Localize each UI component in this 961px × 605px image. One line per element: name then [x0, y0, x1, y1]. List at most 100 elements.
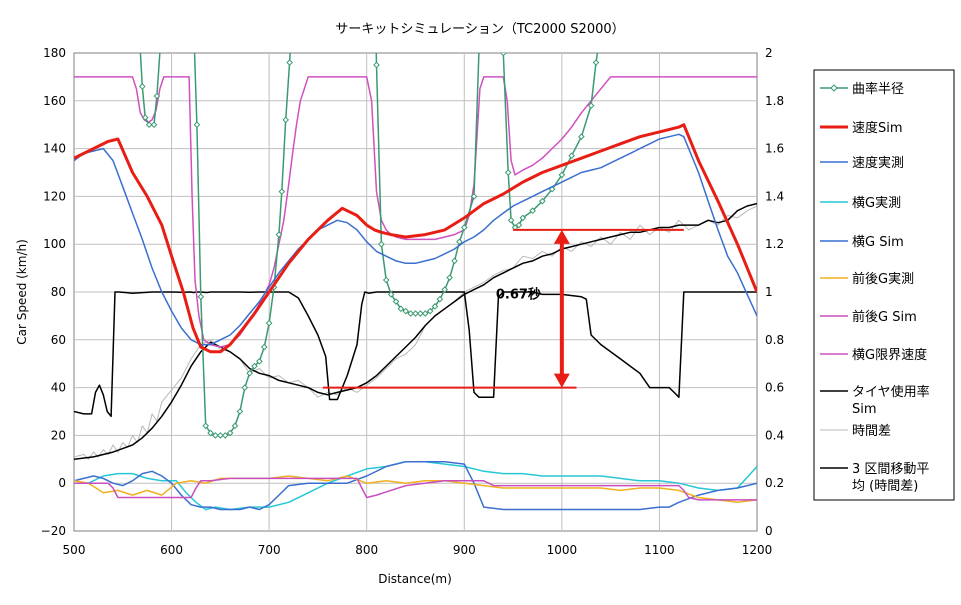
legend-label-5: 前後G実測 [852, 271, 914, 287]
legend-label-line: 均 (時間差) [852, 479, 918, 494]
x-axis-label: Distance(m) [378, 572, 452, 586]
x-tick-label: 600 [160, 543, 183, 557]
series-marker [217, 432, 224, 439]
y2-tick-label: 1 [765, 285, 773, 299]
series-marker [587, 102, 595, 109]
series-marker [529, 207, 536, 215]
series-marker [231, 422, 239, 430]
series-marker [470, 193, 478, 200]
series-marker [141, 114, 149, 121]
series-marker [275, 231, 283, 238]
series-line-6 [74, 477, 757, 501]
legend-label-8: タイヤ使用率 Sim [852, 384, 930, 417]
series-line-2 [74, 133, 757, 346]
series-line-8 [74, 291, 757, 418]
y-tick-label: 180 [43, 46, 66, 60]
series-marker [431, 303, 439, 310]
series-marker [504, 169, 512, 176]
y-tick-label: 0 [58, 476, 66, 490]
x-tick-label: 700 [258, 543, 281, 557]
y-tick-label: 40 [51, 381, 66, 395]
series-marker [397, 305, 405, 313]
series-marker [460, 224, 468, 231]
series-marker [456, 238, 463, 246]
y-tick-label: 80 [51, 285, 66, 299]
series-marker [592, 59, 600, 66]
legend-label-line: 3 区間移動平 [852, 462, 929, 477]
series-marker [507, 216, 515, 224]
axes-group: 500 600 700 800 900 1000 1100 1200−200204060801… [41, 46, 784, 557]
y2-tick-label: 1.2 [765, 237, 784, 251]
chart-title: サーキットシミュレーション（TC2000 S2000） [335, 22, 624, 37]
y2-tick-label: 1.8 [765, 94, 784, 108]
series-marker [441, 286, 449, 293]
series-marker [417, 310, 424, 317]
series-marker [558, 171, 566, 179]
series-marker [246, 369, 253, 377]
y2-tick-label: 0 [765, 524, 773, 538]
series-marker [260, 343, 268, 351]
series-marker [426, 307, 434, 315]
x-tick-label: 1000 [547, 543, 578, 557]
series-marker [578, 133, 585, 140]
y-tick-label: 100 [43, 237, 66, 251]
legend-marker [830, 84, 838, 92]
series-marker [286, 59, 293, 66]
series-marker [421, 310, 429, 317]
x-tick-label: 1200 [742, 543, 773, 557]
legend-label-line: タイヤ使用率 [852, 384, 930, 400]
series-marker [436, 295, 444, 303]
series-marker [568, 152, 575, 160]
series-marker [446, 274, 453, 281]
legend-label-10: 3 区間移動平均 (時間差) [852, 462, 929, 494]
y2-tick-label: 1.4 [765, 189, 784, 203]
series-marker [145, 121, 153, 129]
series-marker [378, 240, 385, 248]
annotation-arrow-head-down [553, 373, 570, 388]
y2-tick-label: 2 [765, 46, 773, 60]
series-marker [251, 362, 258, 370]
series-marker [138, 83, 146, 90]
annotation-arrow-head-up [553, 229, 570, 244]
x-tick-label: 900 [453, 543, 476, 557]
series-marker [373, 61, 380, 69]
y-axis-label: Car Speed (km/h) [15, 239, 29, 345]
series-marker [256, 358, 263, 365]
series-marker [236, 408, 244, 415]
series-line-9 [74, 205, 757, 460]
series-marker [221, 432, 229, 439]
legend-label-4: 横G Sim [852, 235, 904, 250]
legend-label-2: 速度実測 [852, 155, 904, 171]
legend-label-line: Sim [852, 402, 877, 417]
x-tick-label: 500 [63, 543, 86, 557]
y-tick-label: 140 [43, 142, 66, 156]
y-tick-label: 20 [51, 428, 66, 442]
series-marker [387, 291, 395, 298]
series-marker [515, 221, 523, 229]
series-marker [265, 319, 273, 327]
series-marker [519, 214, 527, 222]
series-marker [392, 298, 400, 305]
series-marker [500, 53, 507, 57]
y-tick-label: −20 [41, 524, 66, 538]
series-marker [202, 422, 210, 430]
series-line-5 [74, 475, 757, 504]
series-marker [241, 384, 249, 391]
series-marker [193, 121, 201, 129]
series-marker [197, 293, 205, 301]
legend-label-9: 時間差 [852, 424, 891, 439]
legend-label-1: 速度Sim [852, 120, 903, 136]
y2-tick-label: 0.8 [765, 333, 784, 347]
x-tick-label: 800 [355, 543, 378, 557]
series-line-4 [74, 460, 757, 511]
annotation-group: 0.67秒 [322, 228, 684, 389]
y2-tick-label: 0.2 [765, 476, 784, 490]
y2-tick-label: 1.6 [765, 142, 784, 156]
legend-label-7: 横G限界速度 [852, 347, 927, 363]
y-tick-label: 60 [51, 333, 66, 347]
series-marker [226, 429, 234, 437]
y-tick-label: 160 [43, 94, 66, 108]
